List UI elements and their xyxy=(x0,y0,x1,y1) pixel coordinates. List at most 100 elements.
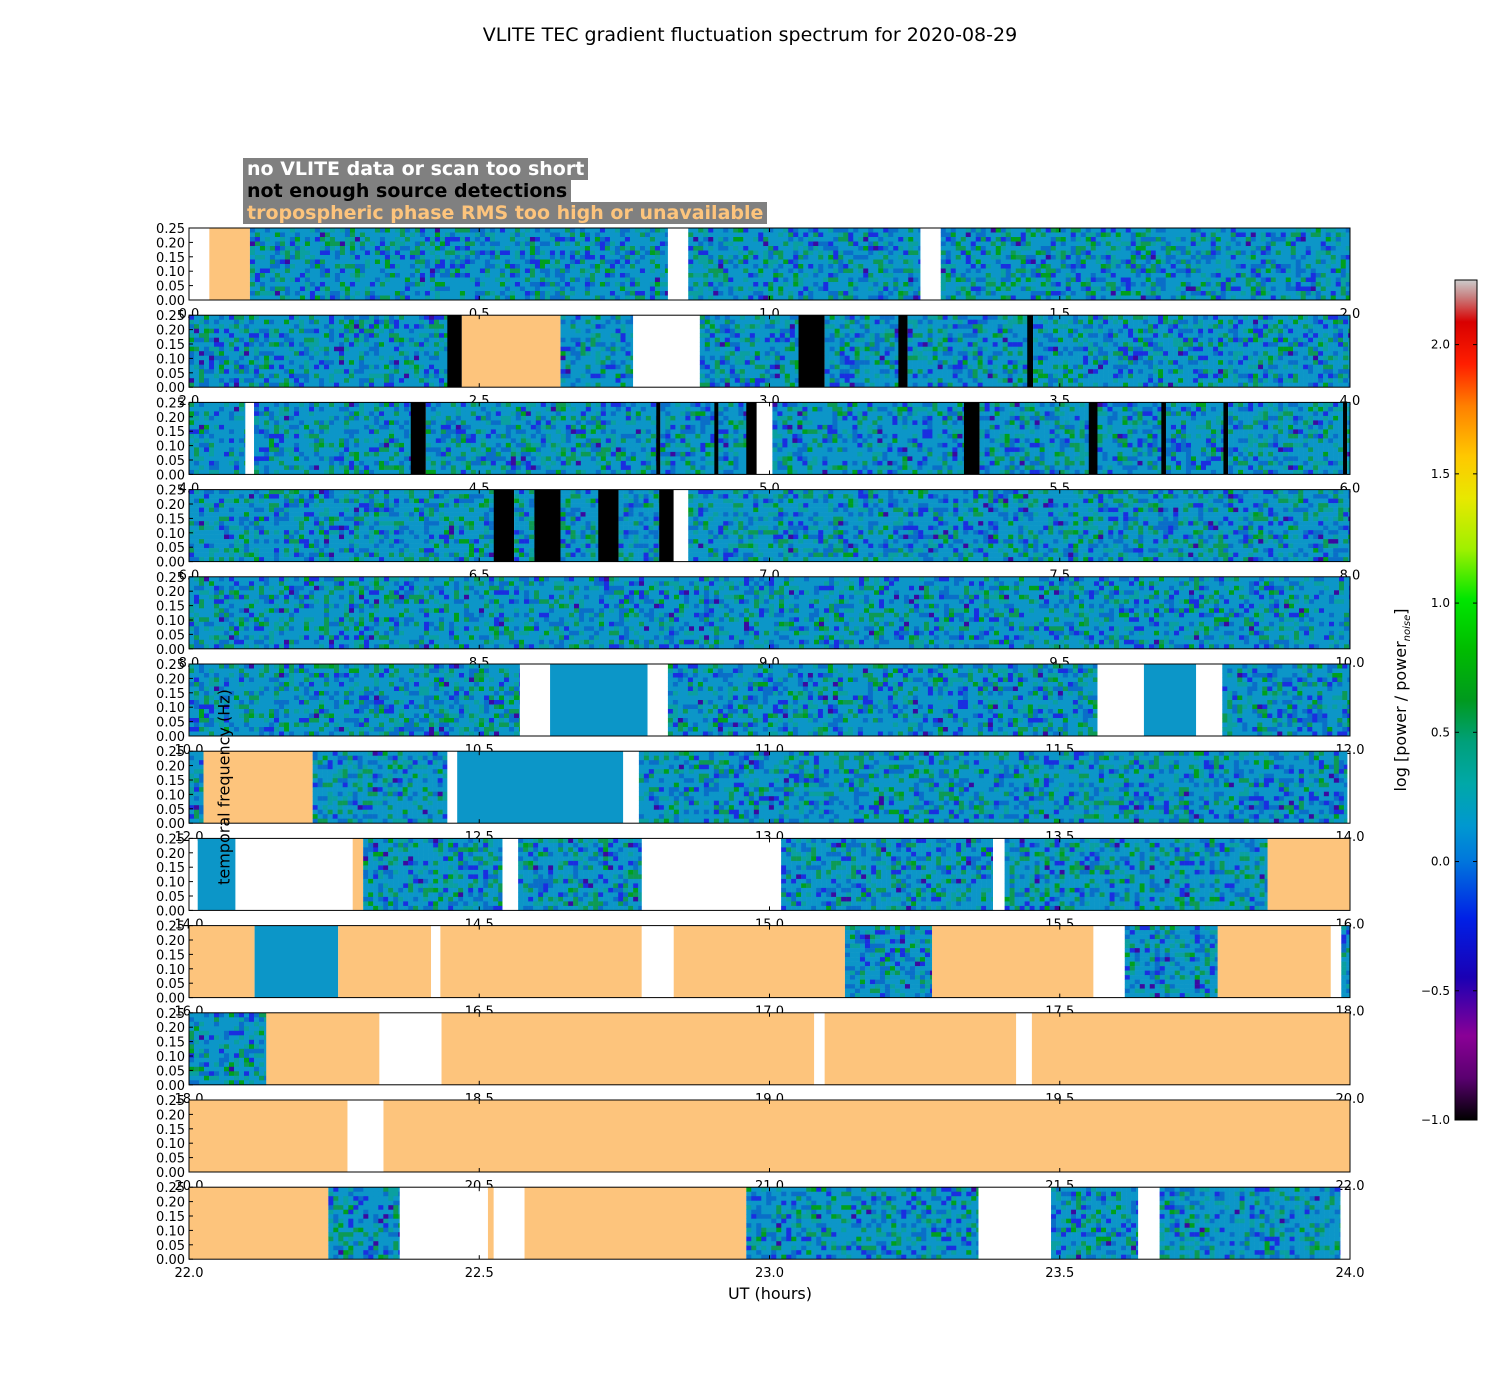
colorbar-tick-label: −1.0 xyxy=(1421,1113,1450,1127)
y-tick-label: 0.15 xyxy=(156,1123,185,1138)
panel-8-spectrum-segment xyxy=(363,838,503,911)
panel-8-spectrum-segment xyxy=(1004,838,1268,911)
y-tick-label: 0.00 xyxy=(156,904,185,919)
y-tick-label: 0.20 xyxy=(156,411,185,426)
panel-3-flag-black xyxy=(1088,402,1098,475)
panel-9-flag-orange xyxy=(440,925,642,998)
x-tick-label: 22.5 xyxy=(465,1266,494,1281)
panel-3-flag-black xyxy=(1223,402,1229,475)
x-tick-label: 22.0 xyxy=(175,1266,204,1281)
panel-2-flag-black xyxy=(798,315,825,388)
panel-3-spectrum-segment xyxy=(189,402,246,475)
panel-3-spectrum-segment xyxy=(979,402,1090,475)
panel-12-spectrum-segment xyxy=(1159,1187,1341,1260)
y-tick-label: 0.15 xyxy=(156,861,185,876)
y-tick-label: 0.25 xyxy=(156,745,185,760)
y-tick-label: 0.20 xyxy=(156,324,185,339)
panel-12-flag-white xyxy=(399,1187,488,1260)
panel-11-flag-orange xyxy=(383,1100,1350,1172)
panel-8-flag-orange xyxy=(1267,838,1350,911)
panel-4-spectrum-segment xyxy=(189,489,495,562)
panel-4: 0.000.050.100.150.200.256.0 6.5 7.0 7.5 8.0 xyxy=(156,484,1360,584)
panel-5: 0.000.050.100.150.200.258.0 8.5 9.0 9.5 10.0 xyxy=(156,571,1364,671)
panel-4-spectrum-segment xyxy=(618,489,660,562)
y-tick-label: 0.10 xyxy=(156,701,185,716)
y-tick-label: 0.10 xyxy=(156,963,185,978)
y-tick-label: 0.20 xyxy=(156,934,185,949)
panel-4-spectrum-segment xyxy=(560,489,599,562)
panel-9-flag-blue xyxy=(254,925,339,998)
panel-6-flag-blue xyxy=(1143,664,1197,736)
y-tick-label: 0.15 xyxy=(156,338,185,353)
panel-8-flag-white xyxy=(502,838,519,911)
panel-3-flag-black xyxy=(963,402,980,475)
y-tick-label: 0.10 xyxy=(156,352,185,367)
panel-3-spectrum-segment xyxy=(718,402,747,475)
y-tick-label: 0.00 xyxy=(156,817,185,832)
panel-4-flag-black xyxy=(534,489,561,562)
y-tick-label: 0.00 xyxy=(156,992,185,1007)
panel-10-flag-orange xyxy=(1031,1012,1350,1085)
panel-3-flag-black xyxy=(656,402,661,475)
y-tick-label: 0.00 xyxy=(156,1253,185,1268)
y-tick-label: 0.25 xyxy=(156,658,185,673)
panel-2-spectrum-segment xyxy=(907,315,1028,388)
y-tick-label: 0.15 xyxy=(156,425,185,440)
panel-3-flag-black xyxy=(1343,402,1348,475)
panel-2-flag-black xyxy=(898,315,908,388)
y-tick-label: 0.20 xyxy=(156,498,185,513)
panel-9-flag-orange xyxy=(189,925,255,998)
y-tick-label: 0.00 xyxy=(156,556,185,571)
y-tick-label: 0.25 xyxy=(156,309,185,324)
panel-6-flag-white xyxy=(1097,664,1144,736)
panel-4-spectrum-segment xyxy=(688,489,1351,562)
colorbar-tick-label: 0.5 xyxy=(1431,725,1450,739)
panel-3-spectrum-segment xyxy=(772,402,965,475)
y-tick-label: 0.25 xyxy=(156,832,185,847)
panel-3-spectrum-segment xyxy=(1165,402,1224,475)
panel-1-spectrum-segment xyxy=(940,228,1351,301)
panel-2-flag-black xyxy=(1027,315,1034,388)
panel-8-flag-white xyxy=(235,838,353,911)
colorbar-tick-label: 1.5 xyxy=(1431,467,1450,481)
y-tick-label: 0.10 xyxy=(156,527,185,542)
colorbar-tick-label: −0.5 xyxy=(1421,984,1450,998)
panel-7-spectrum-segment xyxy=(638,751,1348,824)
panel-2-spectrum-segment xyxy=(1033,315,1351,388)
panel-6-spectrum-segment xyxy=(667,664,1098,737)
panel-10-flag-white xyxy=(379,1012,442,1085)
chart-title: VLITE TEC gradient fluctuation spectrum … xyxy=(0,24,1500,46)
y-tick-label: 0.15 xyxy=(156,774,185,789)
colorbar: −1.0 −0.5 0.0 0.5 1.0 1.5 2.0 xyxy=(1421,279,1478,1127)
panel-3-spectrum-segment xyxy=(1097,402,1162,475)
y-tick-label: 0.00 xyxy=(156,468,185,483)
colorbar-label-main: log [power / power xyxy=(1391,641,1410,791)
panel-6-flag-white xyxy=(647,664,668,736)
y-tick-label: 0.20 xyxy=(156,847,185,862)
panel-1-flag-white xyxy=(920,228,941,300)
y-tick-label: 0.15 xyxy=(156,1036,185,1051)
panel-1-flag-white xyxy=(667,228,689,300)
panel-8-flag-white xyxy=(992,838,1005,911)
panel-6-flag-white xyxy=(1196,664,1223,736)
panel-11-flag-orange xyxy=(189,1100,348,1172)
panel-10-flag-orange xyxy=(266,1012,380,1085)
y-tick-label: 0.25 xyxy=(156,1094,185,1109)
y-tick-label: 0.05 xyxy=(156,1152,185,1167)
y-tick-label: 0.25 xyxy=(156,571,185,586)
y-tick-label: 0.20 xyxy=(156,236,185,251)
panel-12-spectrum-segment xyxy=(1051,1187,1139,1260)
panel-9-flag-orange xyxy=(338,925,432,998)
y-tick-label: 0.25 xyxy=(156,1181,185,1196)
colorbar-label-end: ] xyxy=(1391,608,1410,614)
panel-4-flag-black xyxy=(493,489,515,562)
panel-12-flag-white xyxy=(493,1187,525,1260)
panel-2-spectrum-segment xyxy=(699,315,799,388)
panel-9-flag-white xyxy=(1330,925,1342,998)
y-tick-label: 0.05 xyxy=(156,890,185,905)
panel-8-flag-blue xyxy=(197,838,236,911)
